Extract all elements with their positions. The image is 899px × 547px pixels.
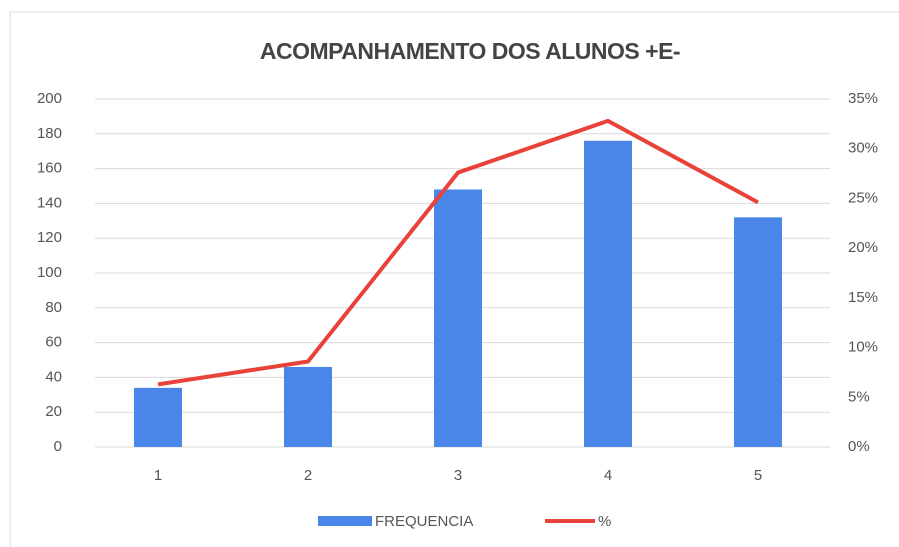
y2-tick-label: 10% <box>848 339 878 356</box>
y-tick-label: 140 <box>37 194 62 211</box>
bar <box>584 140 632 447</box>
y-tick-label: 100 <box>37 264 62 281</box>
y-tick-label: 180 <box>37 125 62 142</box>
legend-label: FREQUENCIA <box>375 513 473 530</box>
y-tick-label: 200 <box>37 90 62 107</box>
y-tick-label: 160 <box>37 160 62 177</box>
legend-swatch <box>318 516 372 526</box>
bar <box>134 387 182 447</box>
chart-frame <box>9 11 899 547</box>
y-tick-label: 20 <box>45 403 62 420</box>
x-tick-label: 5 <box>754 467 762 484</box>
y2-tick-label: 5% <box>848 388 870 405</box>
y2-tick-label: 35% <box>848 90 878 107</box>
y-tick-label: 0 <box>54 438 62 455</box>
legend-label: % <box>598 513 611 530</box>
x-tick-label: 3 <box>454 467 462 484</box>
chart-title: ACOMPANHAMENTO DOS ALUNOS +E- <box>260 38 680 64</box>
bar <box>434 189 482 448</box>
y2-tick-label: 20% <box>848 239 878 256</box>
bar <box>284 366 332 447</box>
x-tick-label: 2 <box>304 467 312 484</box>
y2-tick-label: 0% <box>848 438 870 455</box>
y-tick-label: 60 <box>45 334 62 351</box>
y2-tick-label: 15% <box>848 289 878 306</box>
bar <box>734 217 782 447</box>
y-tick-label: 40 <box>45 368 62 385</box>
y2-tick-label: 25% <box>848 189 878 206</box>
y-tick-label: 80 <box>45 299 62 316</box>
y2-tick-label: 30% <box>848 140 878 157</box>
x-tick-label: 1 <box>154 467 162 484</box>
y-tick-label: 120 <box>37 229 62 246</box>
line <box>157 118 759 387</box>
x-tick-label: 4 <box>604 467 612 484</box>
